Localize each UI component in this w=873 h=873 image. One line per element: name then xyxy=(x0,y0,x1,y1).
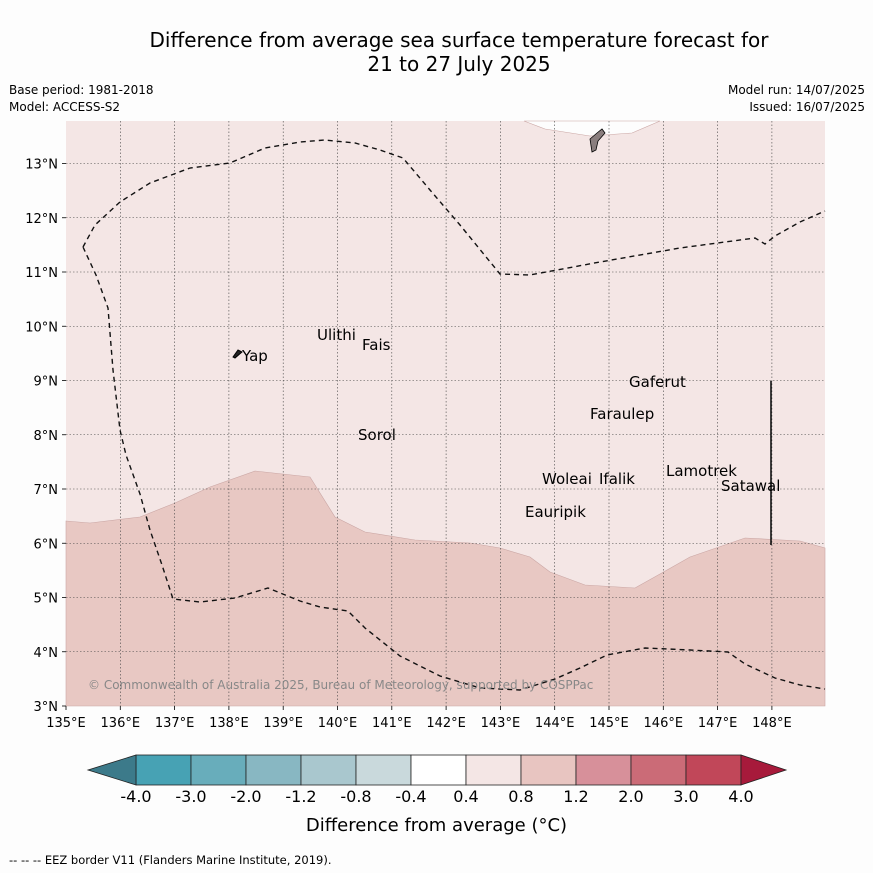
lat-tick-label: 7°N xyxy=(34,483,59,498)
lon-tick-label: 144°E xyxy=(535,716,575,731)
colorbar-tick-label: -3.0 xyxy=(175,787,207,806)
label-ifalik: Ifalik xyxy=(599,470,635,488)
lat-tick-label: 9°N xyxy=(34,375,59,390)
band-0.8-1.2 xyxy=(65,470,826,707)
colorbar-tick-label: 4.0 xyxy=(728,787,754,806)
colorbar-tick-label: -4.0 xyxy=(120,787,152,806)
colorbar-tick-label: 2.0 xyxy=(618,787,644,806)
lon-tick-label: 138°E xyxy=(209,716,249,731)
label-satawal: Satawal xyxy=(721,477,781,495)
label-sorol: Sorol xyxy=(358,426,396,444)
band-neutral-top xyxy=(523,120,661,137)
map-title: Difference from average sea surface temp… xyxy=(0,28,873,76)
base-period: Base period: 1981-2018 xyxy=(9,83,154,97)
lat-tick-label: 3°N xyxy=(34,700,59,715)
lon-tick-label: 139°E xyxy=(263,716,303,731)
label-eauripik: Eauripik xyxy=(525,503,586,521)
lon-tick-label: 147°E xyxy=(698,716,738,731)
lat-tick-label: 13°N xyxy=(25,158,58,173)
colorbar-tick-label: 0.4 xyxy=(453,787,479,806)
colorbar-segment xyxy=(575,754,632,786)
lon-tick-label: 148°E xyxy=(752,716,792,731)
colorbar-segment xyxy=(630,754,687,786)
colorbar-tick-label: 0.8 xyxy=(508,787,534,806)
colorbar-segment xyxy=(135,754,192,786)
colorbar-segment xyxy=(355,754,412,786)
lon-tick-label: 135°E xyxy=(46,716,86,731)
lon-tick-label: 142°E xyxy=(426,716,466,731)
colorbar-segment xyxy=(520,754,577,786)
copyright-text: © Commonwealth of Australia 2025, Bureau… xyxy=(88,678,594,692)
lat-tick-label: 8°N xyxy=(34,429,59,444)
colorbar-tick-label: -0.4 xyxy=(395,787,427,806)
lat-tick-label: 11°N xyxy=(25,266,58,281)
lat-tick-label: 5°N xyxy=(34,592,59,607)
colorbar-over-arrow xyxy=(740,754,788,786)
lat-tick-label: 12°N xyxy=(25,212,58,227)
label-faraulep: Faraulep xyxy=(590,405,655,423)
colorbar-tick-label: -1.2 xyxy=(285,787,317,806)
meta-right: Model run: 14/07/2025 Issued: 16/07/2025 xyxy=(728,82,865,116)
yap-island xyxy=(232,349,243,359)
colorbar-ticks: -4.0 -3.0 -2.0 -1.2 -0.8 -0.4 0.4 0.8 1.2 2.0 3.0 4… xyxy=(0,787,873,809)
lon-tick-label: 140°E xyxy=(318,716,358,731)
lat-tick-label: 6°N xyxy=(34,537,59,552)
label-yap: Yap xyxy=(242,347,268,365)
meta-left: Base period: 1981-2018 Model: ACCESS-S2 xyxy=(9,82,154,116)
colorbar-segment xyxy=(410,754,467,786)
colorbar-under-arrow xyxy=(86,754,137,786)
colorbar-label: Difference from average (°C) xyxy=(305,815,568,836)
model-name: Model: ACCESS-S2 xyxy=(9,100,121,114)
colorbar-tick-label: 1.2 xyxy=(563,787,589,806)
lon-tick-label: 141°E xyxy=(372,716,412,731)
lon-tick-label: 145°E xyxy=(589,716,629,731)
lon-tick-label: 136°E xyxy=(101,716,141,731)
issued-date: Issued: 16/07/2025 xyxy=(749,100,865,114)
graticule xyxy=(66,121,825,706)
eez-border xyxy=(82,139,826,691)
map-frame: 135°E 136°E 137°E 138°E 139°E 140°E 141°E 142°E… xyxy=(25,158,791,732)
title-line-1: Difference from average sea surface temp… xyxy=(149,28,769,52)
colorbar-segment xyxy=(300,754,357,786)
lat-tick-label: 10°N xyxy=(25,320,58,335)
colorbar-segment xyxy=(685,754,742,786)
colorbar-segment xyxy=(465,754,522,786)
colorbar-tick-label: -2.0 xyxy=(230,787,262,806)
lon-tick-label: 146°E xyxy=(644,716,684,731)
colorbar xyxy=(86,754,788,786)
colorbar-segment xyxy=(245,754,302,786)
model-run: Model run: 14/07/2025 xyxy=(727,83,865,97)
label-gaferut: Gaferut xyxy=(629,373,686,391)
lat-tick-label: 4°N xyxy=(34,646,59,661)
guam-island xyxy=(589,128,606,153)
title-line-2: 21 to 27 July 2025 xyxy=(367,52,551,76)
lon-tick-label: 137°E xyxy=(155,716,195,731)
colorbar-tick-label: -0.8 xyxy=(340,787,372,806)
colorbar-segment xyxy=(190,754,247,786)
lon-tick-label: 143°E xyxy=(481,716,521,731)
label-fais: Fais xyxy=(362,336,391,354)
label-ulithi: Ulithi xyxy=(317,326,356,344)
colorbar-tick-label: 3.0 xyxy=(673,787,699,806)
label-lamotrek: Lamotrek xyxy=(666,462,737,480)
label-woleai: Woleai xyxy=(542,470,592,488)
eez-footnote: -- -- -- EEZ border V11 (Flanders Marine… xyxy=(9,853,332,867)
